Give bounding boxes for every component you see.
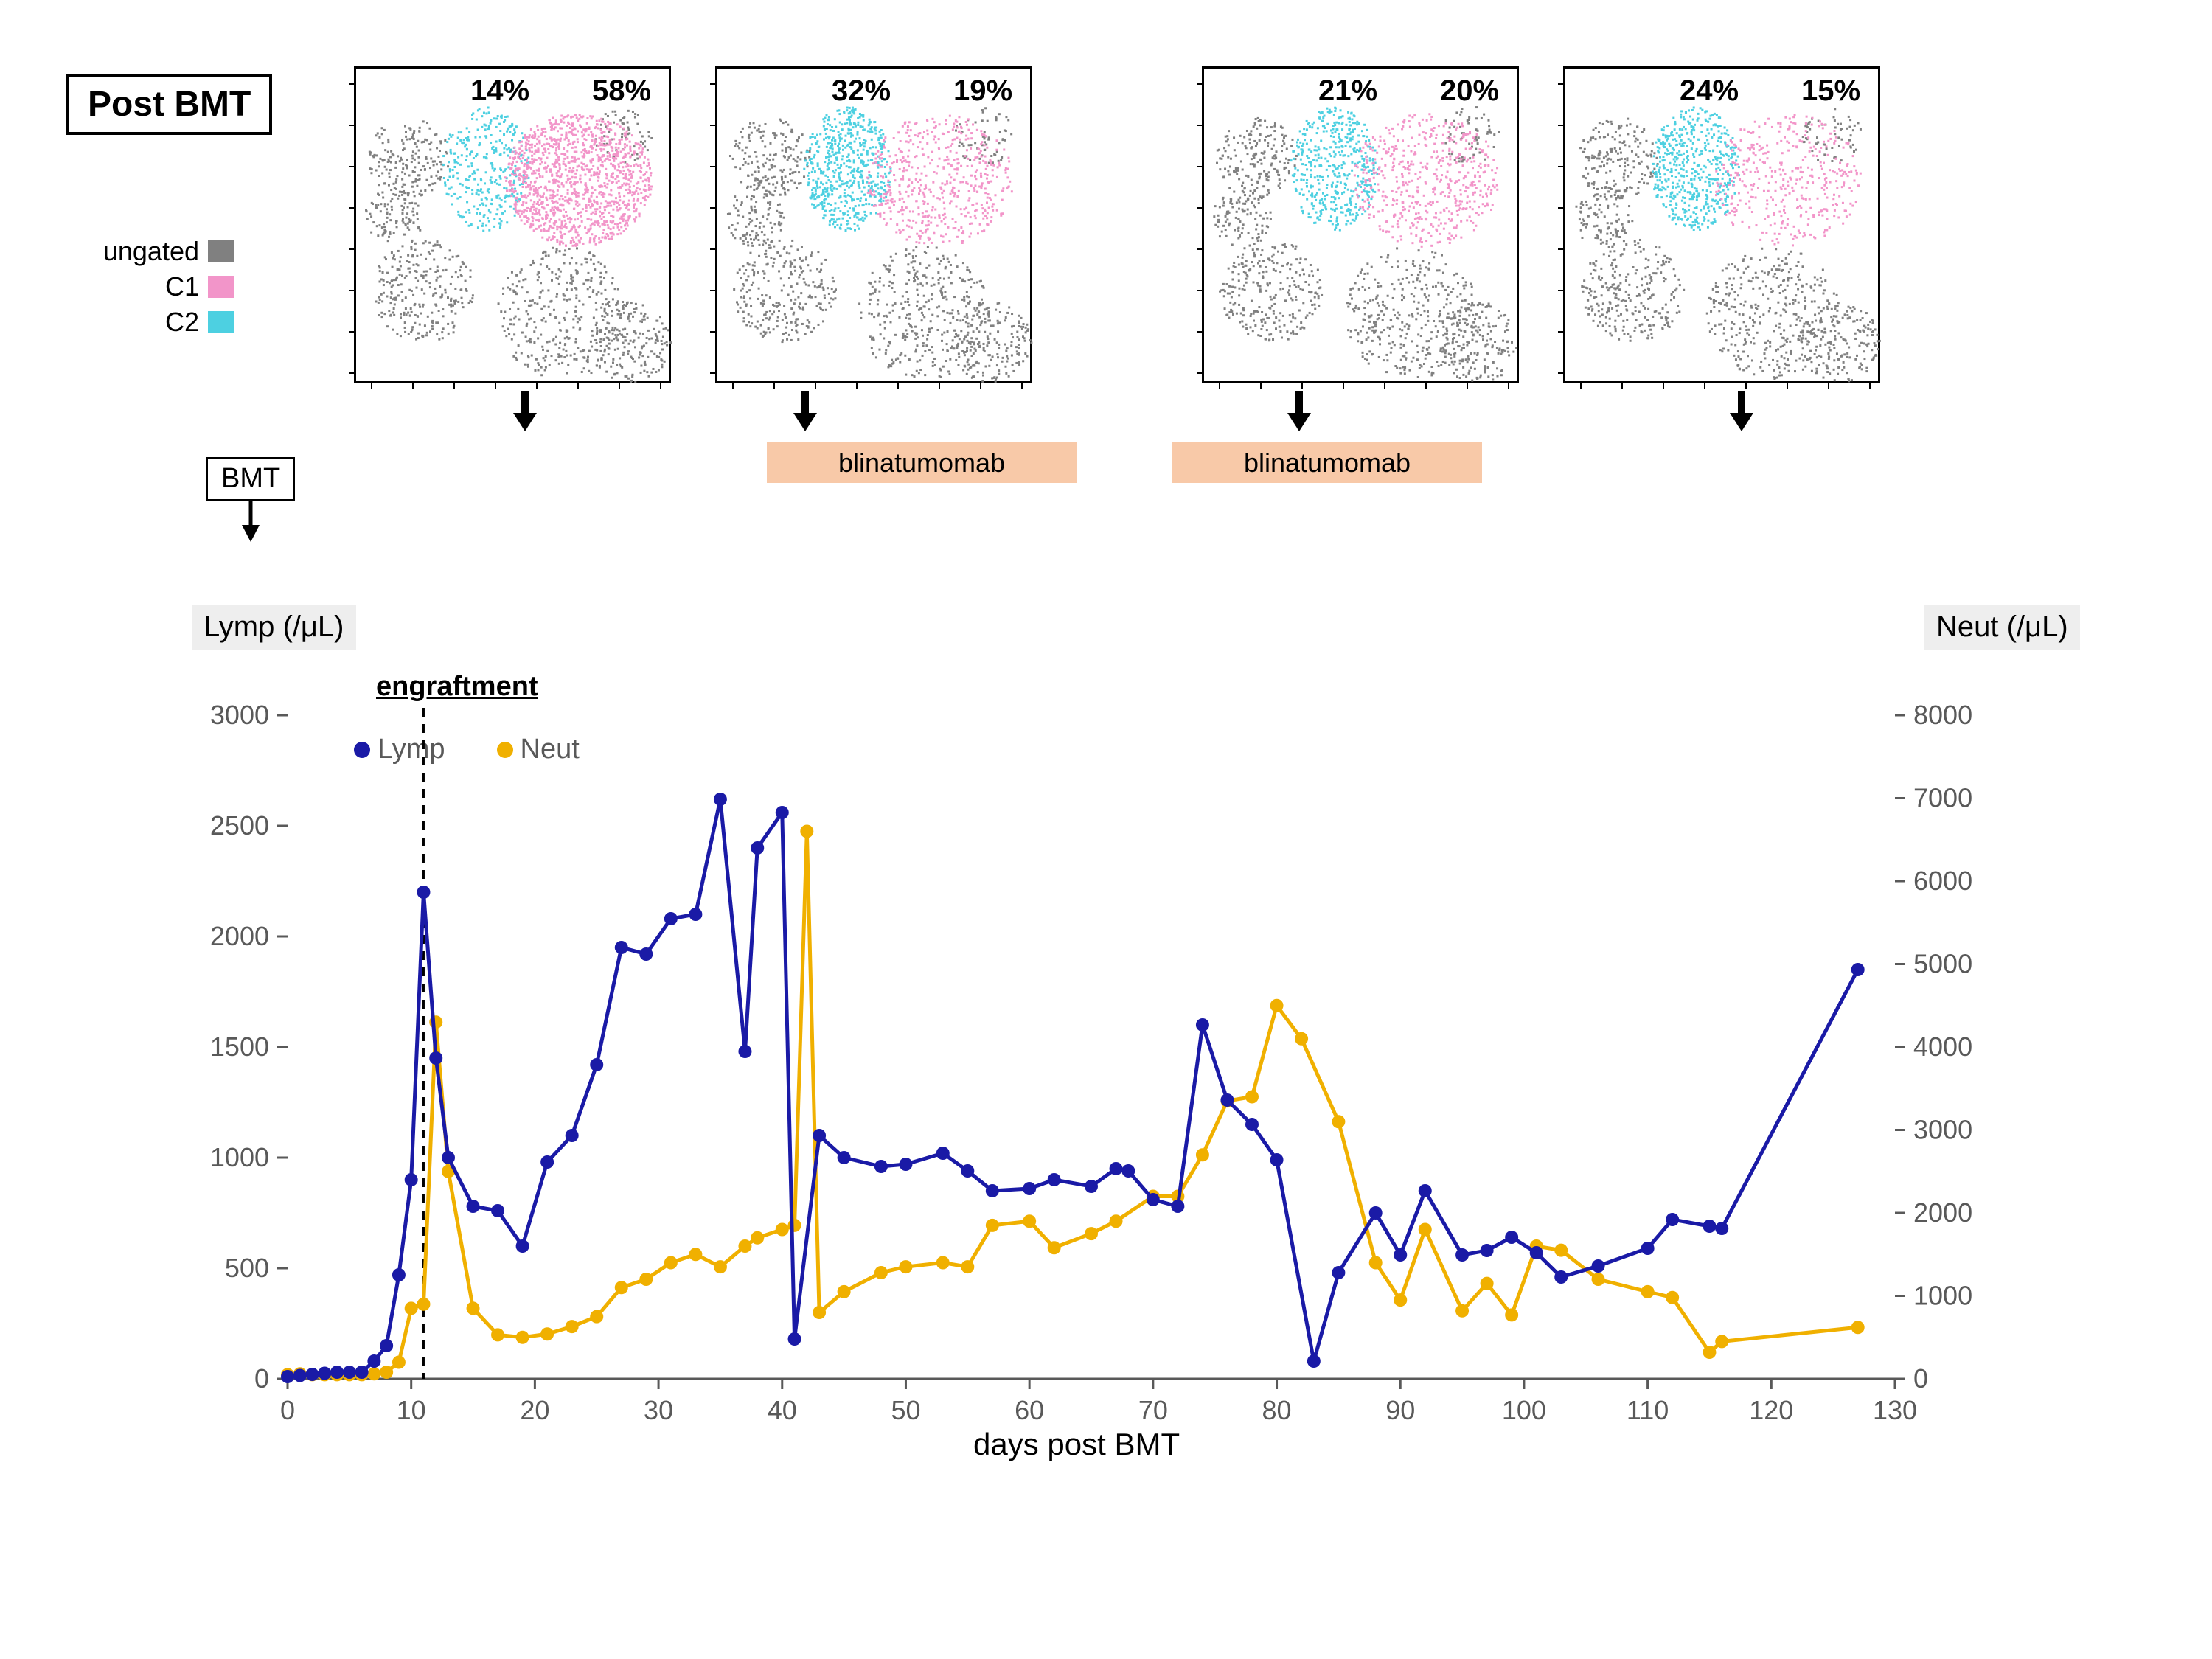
panel-pct-right: 58%: [592, 74, 651, 108]
scatter-panel-2: 32% 19%: [715, 66, 1032, 383]
scatter-panel-1: 14% 58%: [354, 66, 671, 383]
panel-arrow-icon: [789, 391, 821, 435]
legend-ungated-swatch: [208, 240, 234, 262]
panel-pct-left: 32%: [832, 74, 891, 108]
panel-pct-left: 21%: [1318, 74, 1377, 108]
scatter-legend: ungated C1 C2: [88, 236, 234, 342]
panel-pct-left: 14%: [470, 74, 529, 108]
panel-arrow-icon: [509, 391, 541, 435]
legend-c2-swatch: [208, 311, 234, 333]
blinatumomab-bar-2: blinatumomab: [1172, 442, 1482, 483]
post-bmt-title: Post BMT: [66, 74, 272, 135]
panel-pct-right: 19%: [953, 74, 1012, 108]
x-axis-title: days post BMT: [973, 1427, 1180, 1462]
legend-ungated-label: ungated: [88, 236, 199, 267]
figure-container: Post BMT ungated C1 C2 14% 58% 32% 19% 21% 20…: [29, 29, 2183, 1630]
panel-pct-right: 15%: [1801, 74, 1860, 108]
panel-pct-right: 20%: [1440, 74, 1499, 108]
panel-arrow-icon: [1283, 391, 1315, 435]
line-chart: 0102030405060708090100110120130050010001…: [29, 605, 2168, 1489]
blinatumomab-bar-1: blinatumomab: [767, 442, 1077, 483]
bmt-label-text: BMT: [221, 463, 280, 494]
legend-c2: C2: [88, 307, 234, 338]
panel-pct-left: 24%: [1680, 74, 1739, 108]
panel-arrow-icon: [1725, 391, 1758, 435]
legend-ungated: ungated: [88, 236, 234, 267]
legend-c1-swatch: [208, 276, 234, 298]
legend-c1: C1: [88, 271, 234, 302]
scatter-panel-4: 24% 15%: [1563, 66, 1880, 383]
bmt-arrow-icon: [236, 501, 265, 546]
legend-c2-label: C2: [88, 307, 199, 338]
bmt-label-box: BMT: [206, 457, 295, 501]
scatter-panels-row: Post BMT ungated C1 C2 14% 58% 32% 19% 21% 20…: [29, 29, 2183, 546]
legend-c1-label: C1: [88, 271, 199, 302]
scatter-panel-3: 21% 20%: [1202, 66, 1519, 383]
